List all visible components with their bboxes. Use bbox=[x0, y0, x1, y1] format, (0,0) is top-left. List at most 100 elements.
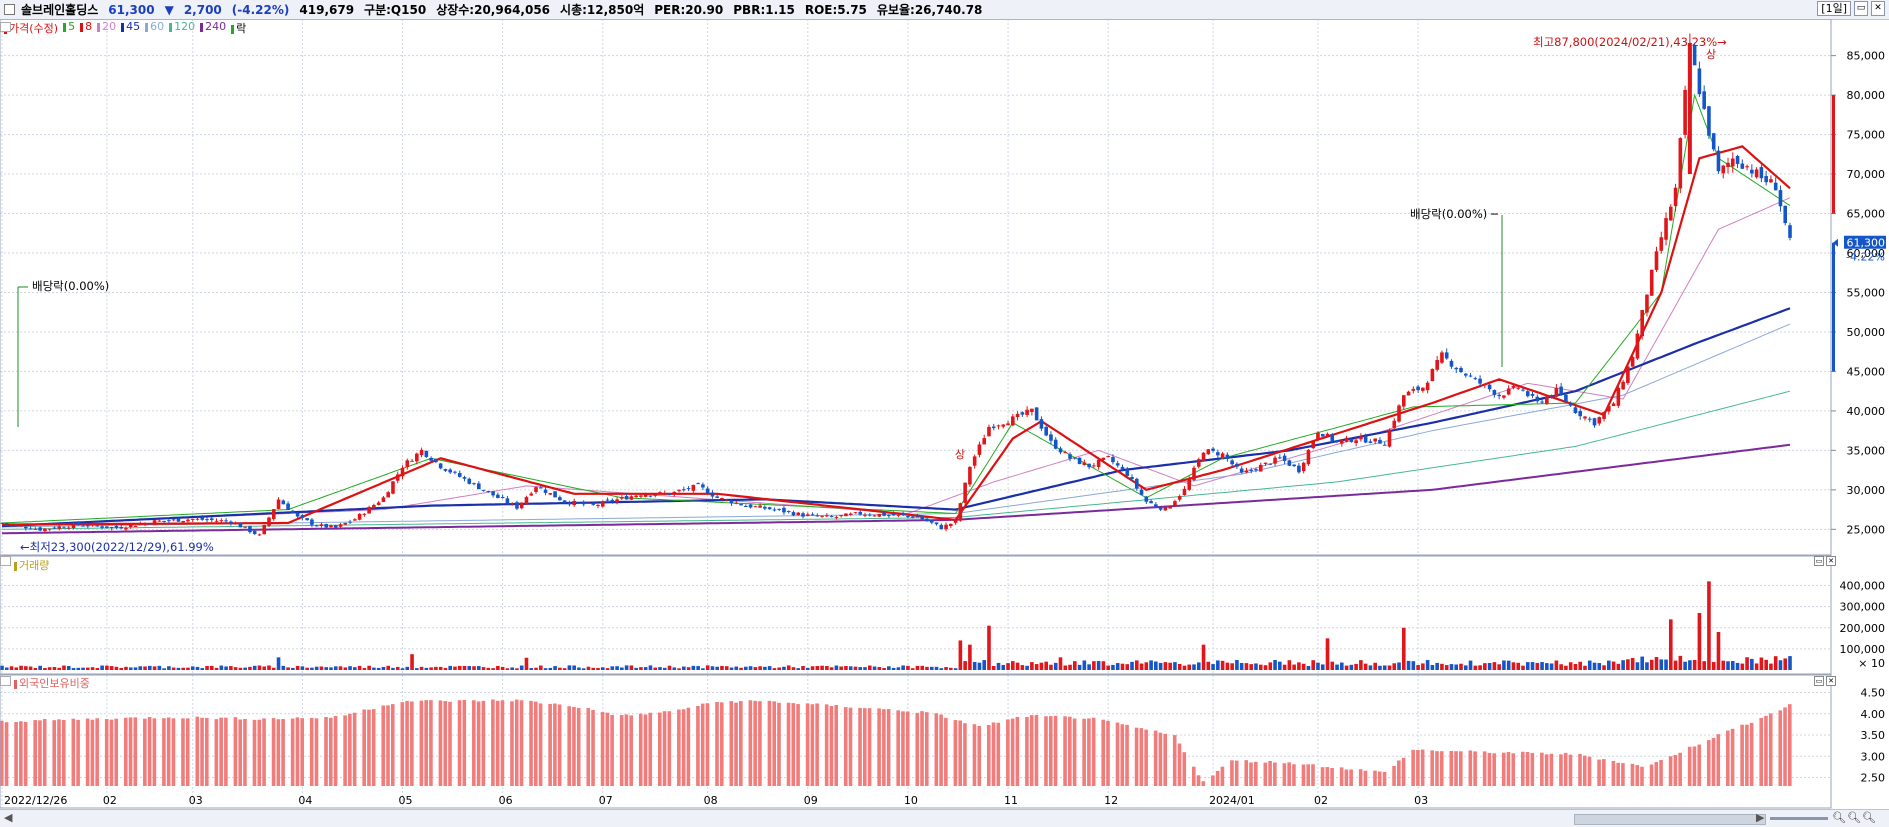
foreign-bar bbox=[429, 700, 433, 786]
foreign-bar bbox=[448, 701, 452, 786]
volume-bar bbox=[724, 666, 729, 670]
volume-bar bbox=[1778, 660, 1783, 670]
candle-body bbox=[1049, 434, 1053, 441]
foreign-bar bbox=[1158, 732, 1163, 786]
volume-bar bbox=[672, 667, 677, 670]
candle-body bbox=[701, 484, 705, 488]
candle-body bbox=[662, 493, 667, 495]
period-selector[interactable]: [1일] bbox=[1817, 1, 1851, 16]
candle-body bbox=[252, 530, 257, 535]
volume-bar bbox=[858, 667, 863, 670]
foreign-bar bbox=[557, 704, 562, 786]
legend-ma-8: 8 bbox=[80, 20, 92, 36]
candle-body bbox=[376, 502, 381, 505]
foreign-bar bbox=[586, 708, 591, 786]
scroll-left-icon[interactable]: ◀ bbox=[4, 811, 13, 824]
volume-bar bbox=[581, 668, 586, 670]
volume-bar bbox=[629, 665, 634, 670]
candle-body bbox=[1034, 407, 1039, 421]
candle-body bbox=[133, 525, 138, 527]
x-tick-label: 07 bbox=[599, 794, 613, 807]
volume-bar bbox=[1783, 658, 1788, 670]
volume-bar bbox=[653, 667, 658, 670]
volume-bar bbox=[553, 666, 557, 670]
volume-bar bbox=[71, 668, 76, 670]
foreign-bar bbox=[567, 706, 571, 786]
foreign-bar bbox=[986, 724, 991, 786]
candle-body bbox=[620, 496, 624, 499]
foreign-pane-grip[interactable] bbox=[0, 676, 11, 686]
volume-bar bbox=[1282, 664, 1287, 670]
volume-bar bbox=[1111, 664, 1115, 670]
foreign-bar bbox=[1640, 766, 1644, 786]
candle-body bbox=[1607, 405, 1611, 412]
candle-body bbox=[1282, 455, 1287, 461]
maximize-icon[interactable]: ▭ bbox=[1814, 676, 1824, 686]
close-icon[interactable]: ✕ bbox=[1826, 556, 1836, 566]
foreign-bar bbox=[0, 720, 4, 786]
legend-ma-45: 45 bbox=[121, 20, 140, 36]
candle-body bbox=[834, 516, 839, 518]
foreign-bar bbox=[290, 718, 295, 786]
candle-body bbox=[615, 499, 619, 503]
foreign-bar bbox=[114, 718, 119, 786]
volume-bar bbox=[133, 667, 138, 670]
volume-bar bbox=[367, 665, 371, 670]
close-icon[interactable]: ✕ bbox=[1826, 676, 1836, 686]
volume-bar bbox=[796, 668, 801, 670]
candle-body bbox=[353, 519, 357, 521]
candle-body bbox=[639, 495, 643, 497]
restore-icon[interactable]: ▭ bbox=[1854, 1, 1868, 16]
foreign-bar bbox=[90, 719, 95, 786]
volume-pane-grip[interactable] bbox=[0, 556, 11, 566]
volume-bar bbox=[1602, 665, 1606, 670]
foreign-bar bbox=[1263, 762, 1268, 786]
candle-body bbox=[1349, 439, 1354, 443]
scroll-thumb[interactable] bbox=[1574, 814, 1766, 825]
foreign-bar bbox=[619, 715, 624, 786]
candle-body bbox=[863, 514, 867, 516]
volume-bar bbox=[443, 667, 448, 670]
volume-bar bbox=[1177, 663, 1182, 670]
foreign-bar bbox=[1282, 763, 1287, 786]
stock-name[interactable]: 솔브레인홀딩스 bbox=[21, 3, 99, 17]
candle-body bbox=[1082, 462, 1087, 466]
foreign-bar bbox=[810, 704, 815, 786]
candle-body bbox=[748, 504, 753, 508]
candle-body bbox=[1325, 433, 1330, 437]
volume-bar bbox=[949, 667, 953, 670]
candle-body bbox=[1225, 454, 1230, 459]
volume-bar bbox=[648, 665, 653, 670]
candle-body bbox=[1740, 163, 1745, 169]
volume-bar bbox=[1673, 660, 1678, 670]
zoom-slider[interactable] bbox=[1770, 817, 1828, 820]
header-checkbox[interactable] bbox=[4, 4, 15, 15]
volume-bar bbox=[739, 667, 743, 670]
scroll-right-icon[interactable]: ▶ bbox=[1756, 811, 1765, 824]
scroll-track[interactable] bbox=[14, 814, 1766, 823]
high-marker: 상 bbox=[1706, 48, 1717, 61]
close-icon[interactable]: ✕ bbox=[1871, 1, 1885, 16]
candle-body bbox=[372, 505, 376, 509]
maximize-icon[interactable]: ▭ bbox=[1814, 556, 1824, 566]
candle-body bbox=[229, 521, 233, 524]
candle-body bbox=[1073, 457, 1077, 459]
volume-bar bbox=[534, 667, 538, 670]
foreign-bar bbox=[438, 700, 443, 786]
volume-bar bbox=[744, 666, 748, 670]
foreign-bar bbox=[1306, 764, 1311, 786]
zoom-icons[interactable]: 🔍︎🔍︎🔍︎ bbox=[1832, 811, 1877, 824]
foreign-bar bbox=[1163, 733, 1167, 786]
candle-body bbox=[553, 491, 557, 498]
candle-body bbox=[596, 504, 600, 506]
candle-body bbox=[1764, 176, 1768, 183]
volume-bar bbox=[1077, 664, 1082, 670]
price-pane-grip[interactable] bbox=[0, 22, 11, 32]
stock-chart[interactable]: 2022/12/26 02 03 04 05 06 07 08 09 10 11 12 2024/01 0… bbox=[0, 19, 1889, 809]
volume-bar bbox=[1473, 665, 1478, 670]
volume-bar bbox=[1411, 661, 1416, 670]
candle-body bbox=[577, 502, 581, 504]
volume-bar bbox=[1669, 619, 1673, 670]
volume-bar bbox=[1702, 661, 1706, 670]
candle-body bbox=[205, 519, 209, 521]
